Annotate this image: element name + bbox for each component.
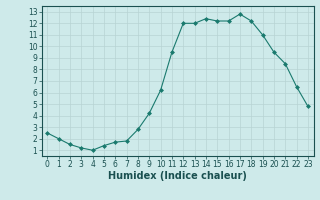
X-axis label: Humidex (Indice chaleur): Humidex (Indice chaleur) [108, 171, 247, 181]
